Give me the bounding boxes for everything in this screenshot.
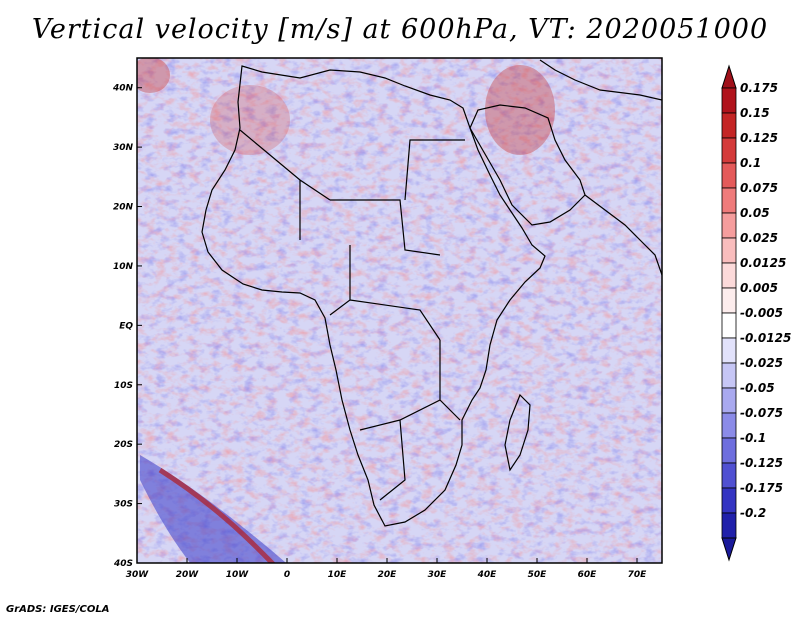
- latitude-axis: 40N 30N 20N 10N EQ 10S 20S 30S 40S: [112, 84, 142, 569]
- colorbar-label: -0.0125: [740, 331, 791, 345]
- lon-tick-label: 10E: [328, 570, 348, 580]
- colorbar-label: -0.125: [740, 456, 783, 470]
- colorbar-label: 0.15: [740, 106, 770, 120]
- colorbar-label: 0.1: [740, 156, 761, 170]
- lat-tick-label: 20S: [114, 440, 133, 450]
- colorbar-label: -0.05: [740, 381, 775, 395]
- map-frame: [136, 57, 663, 564]
- colorbar-swatch: [721, 362, 737, 389]
- colorbar-label: 0.005: [740, 281, 778, 295]
- lat-tick-label: 40S: [113, 559, 133, 569]
- colorbar-top-arrow: [721, 64, 737, 89]
- colorbar-swatch: [721, 237, 737, 264]
- coastlines: [201, 59, 662, 527]
- colorbar-label: -0.005: [740, 306, 783, 320]
- colorbar-swatch: [721, 437, 737, 464]
- lat-tick-label: 40N: [112, 84, 134, 94]
- colorbar-swatch: [721, 487, 737, 514]
- colorbar-swatch: [721, 162, 737, 189]
- lon-tick-label: 30E: [428, 570, 448, 580]
- lon-tick-label: 50E: [528, 570, 548, 580]
- colorbar-swatch: [721, 337, 737, 364]
- longitude-axis: 30W 20W 10W 0 10E 20E 30E 40E 50E 60E 70E: [126, 558, 647, 580]
- colorbar: 0.175 0.15 0.125 0.1 0.075 0.05 0.025 0.0125 0.0…: [721, 64, 791, 562]
- lon-tick-label: 70E: [628, 570, 648, 580]
- footer-credit: GrADS: IGES/COLA: [6, 604, 110, 615]
- colorbar-swatch: [721, 462, 737, 489]
- colorbar-label: -0.025: [740, 356, 783, 370]
- colorbar-label: 0.025: [740, 231, 778, 245]
- lon-tick-label: 60E: [578, 570, 598, 580]
- colorbar-swatch: [721, 387, 737, 414]
- colorbar-label: -0.2: [740, 506, 766, 520]
- lat-tick-label: 30N: [113, 143, 134, 153]
- lon-tick-label: 10W: [226, 570, 250, 580]
- lon-tick-label: 40E: [477, 570, 498, 580]
- colorbar-swatch: [721, 187, 737, 214]
- chart-title: Vertical velocity [m/s] at 600hPa, VT: 2…: [31, 14, 769, 45]
- colorbar-swatch: [721, 512, 737, 539]
- colorbar-swatch: [721, 287, 737, 314]
- colorbar-label: 0.05: [740, 206, 770, 220]
- colorbar-label: 0.075: [740, 181, 778, 195]
- lat-tick-label: 30S: [114, 500, 133, 510]
- colorbar-bottom-arrow: [721, 537, 737, 562]
- lon-tick-label: 20E: [378, 570, 398, 580]
- lon-tick-label: 20W: [176, 570, 200, 580]
- colorbar-label: 0.0125: [740, 256, 786, 270]
- colorbar-label: 0.175: [740, 81, 778, 95]
- lon-tick-label: 30W: [126, 570, 150, 580]
- lat-tick-label: 10S: [114, 381, 133, 391]
- colorbar-swatch: [721, 112, 737, 139]
- lon-tick-label: 0: [284, 570, 290, 580]
- map-field: [137, 58, 662, 563]
- lat-tick-label: EQ: [119, 321, 133, 331]
- lat-tick-label: 10N: [113, 262, 134, 272]
- colorbar-label: 0.125: [740, 131, 778, 145]
- colorbar-swatch: [721, 87, 737, 114]
- colorbar-label: -0.1: [740, 431, 766, 445]
- colorbar-swatch: [721, 312, 737, 339]
- colorbar-swatch: [721, 212, 737, 239]
- colorbar-swatch: [721, 137, 737, 164]
- colorbar-swatch: [721, 412, 737, 439]
- colorbar-label: -0.075: [740, 406, 783, 420]
- colorbar-label: -0.175: [740, 481, 783, 495]
- lat-tick-label: 20N: [113, 203, 134, 213]
- colorbar-swatch: [721, 262, 737, 289]
